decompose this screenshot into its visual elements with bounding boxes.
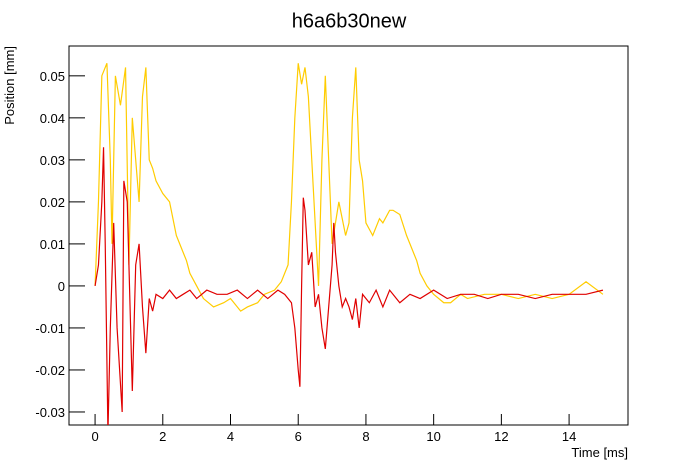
x-axis-label: Time [ms] bbox=[571, 445, 628, 460]
y-tick-label: 0.01 bbox=[40, 237, 65, 252]
x-tick-label: 14 bbox=[562, 429, 576, 444]
y-tick-label: 0.02 bbox=[40, 195, 65, 210]
x-tick-label: 0 bbox=[91, 429, 98, 444]
y-tick-label: -0.03 bbox=[35, 405, 65, 420]
x-tick-label: 8 bbox=[362, 429, 369, 444]
x-tick-label: 12 bbox=[494, 429, 508, 444]
x-tick-label: 2 bbox=[159, 429, 166, 444]
y-tick-label: -0.02 bbox=[35, 363, 65, 378]
chart-title: h6a6b30new bbox=[292, 10, 407, 32]
data-line bbox=[94, 147, 604, 425]
y-tick-label: 0 bbox=[58, 279, 65, 294]
y-axis-label: Position [mm] bbox=[2, 46, 17, 125]
x-tick-label: 4 bbox=[227, 429, 234, 444]
y-tick-label: -0.01 bbox=[35, 321, 65, 336]
x-tick-label: 10 bbox=[426, 429, 440, 444]
y-tick-label: 0.04 bbox=[40, 111, 65, 126]
plot-frame bbox=[68, 45, 629, 426]
x-tick-label: 6 bbox=[295, 429, 302, 444]
y-tick-label: 0.05 bbox=[40, 69, 65, 84]
y-tick-label: 0.03 bbox=[40, 153, 65, 168]
data-line bbox=[94, 63, 604, 312]
